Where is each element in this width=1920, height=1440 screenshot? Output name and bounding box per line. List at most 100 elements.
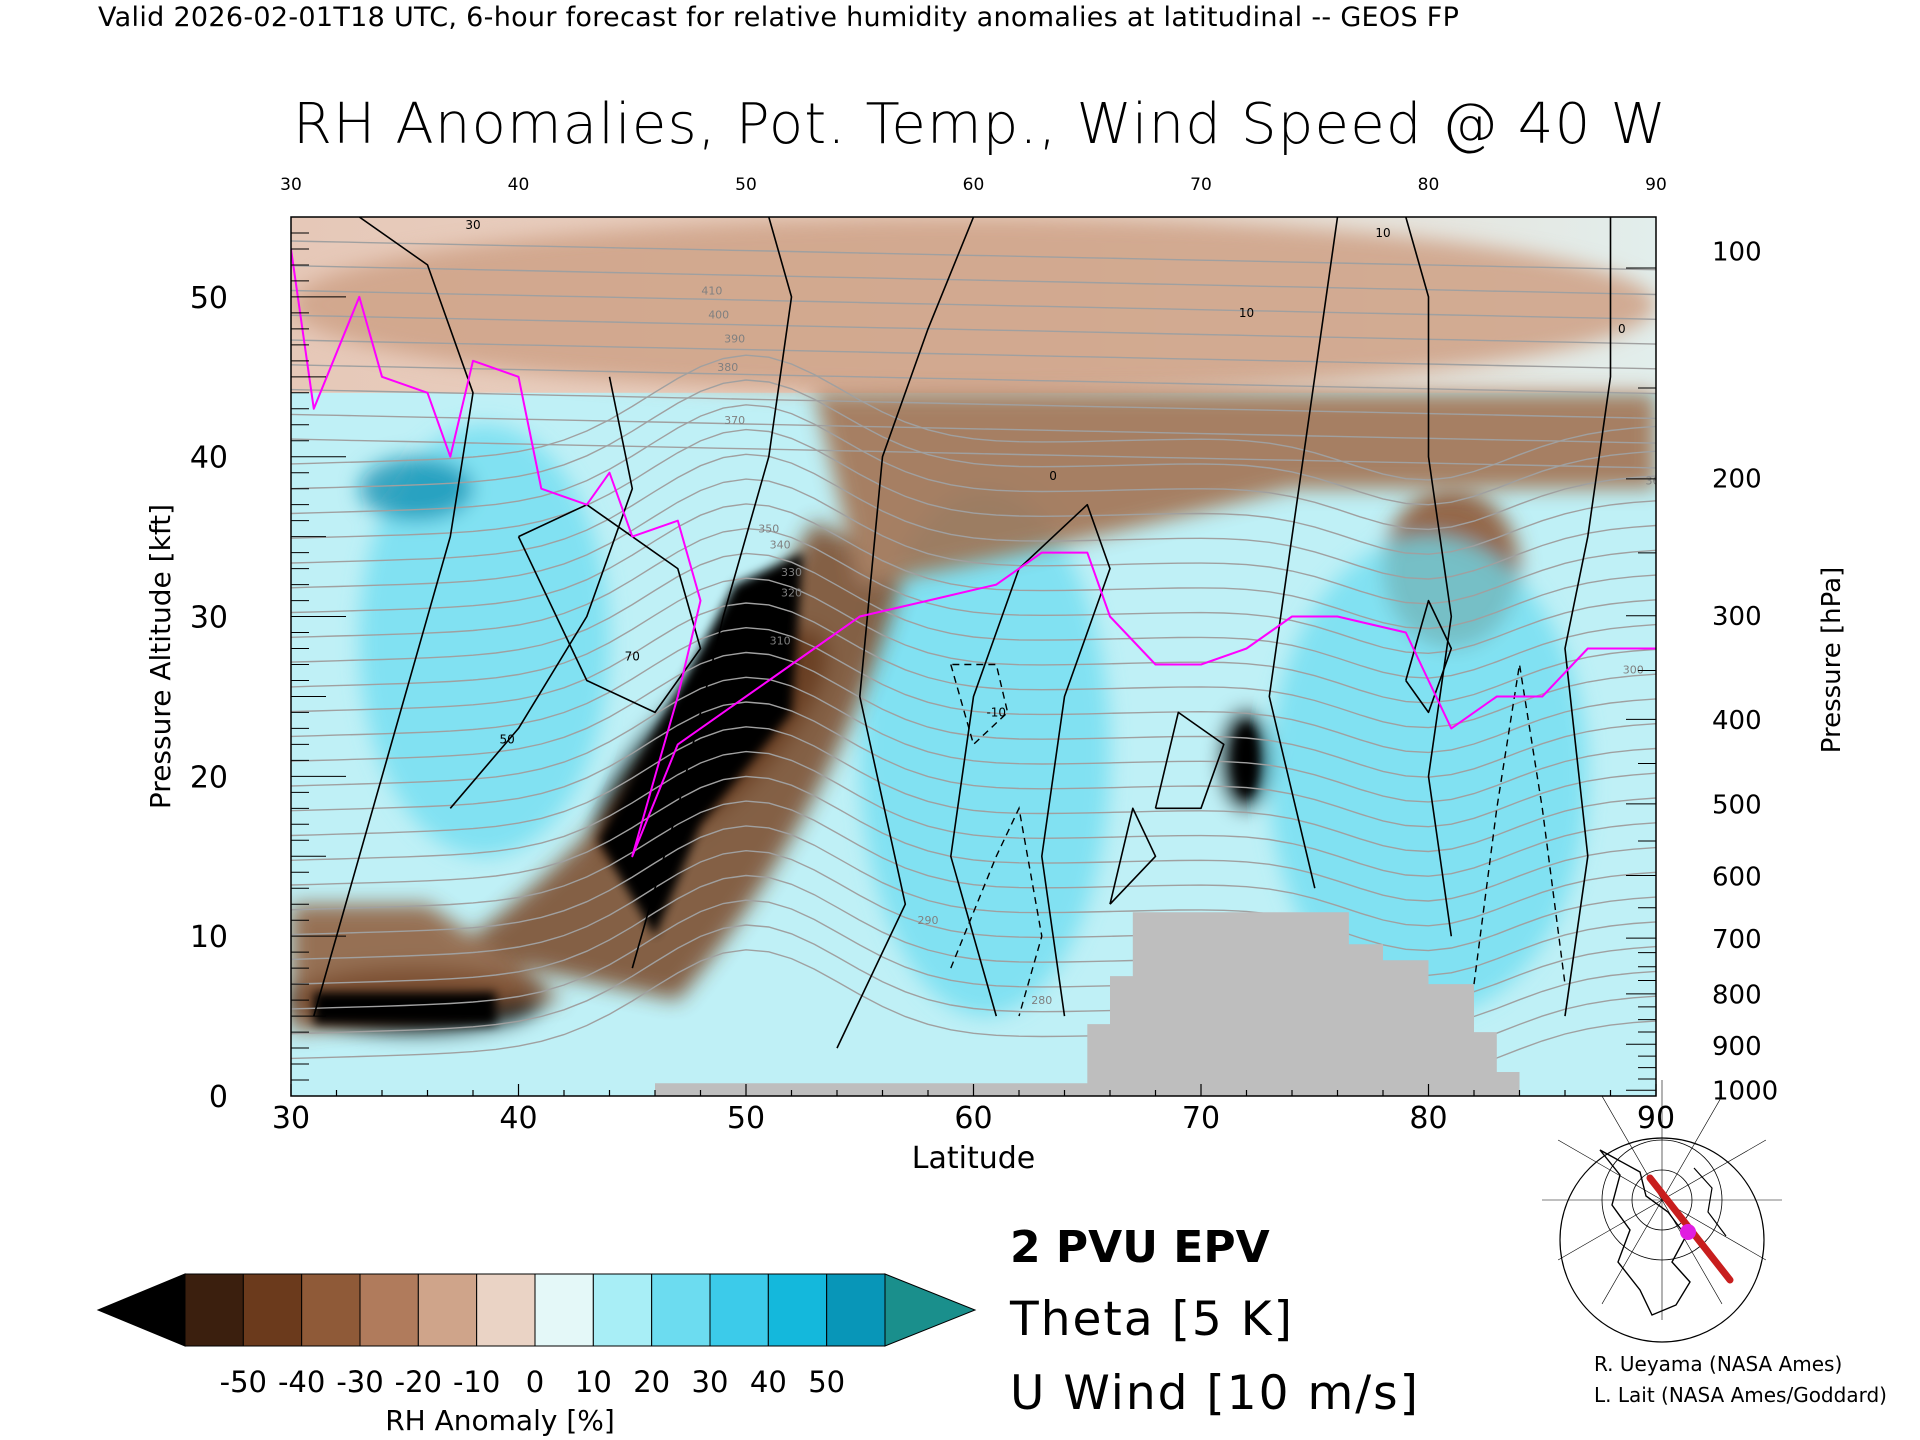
rh-region-6: [859, 488, 1110, 1017]
location-map: [1542, 1080, 1782, 1343]
credit-line-1: R. Ueyama (NASA Ames): [1594, 1352, 1843, 1376]
y2-tick-label-200: 200: [1712, 465, 1762, 495]
colorbar-cell-7: [592, 1273, 653, 1347]
map-meridian-300: [1661, 1095, 1723, 1201]
y2-axis-label: Pressure [hPa]: [1817, 567, 1847, 754]
y2-tick-label-300: 300: [1712, 602, 1762, 632]
x-tick-label-60: 60: [954, 1101, 992, 1136]
epv-line-path: [291, 248, 1656, 858]
colorbar-cell-6: [534, 1273, 594, 1347]
epv-2pvu-contour: [291, 248, 1656, 858]
colorbar-low-arrow: [96, 1273, 186, 1347]
map-location-marker: [1680, 1224, 1696, 1240]
colorbar-cell-4: [417, 1273, 478, 1347]
colorbar-cell-9: [709, 1273, 769, 1347]
u-wind-contour-6: [1268, 217, 1339, 889]
map-meridian-120: [1601, 1199, 1663, 1305]
theta-contour-28: [291, 825, 1656, 952]
y-tick-label-0: 0: [209, 1080, 228, 1115]
theta-contour-17: [291, 552, 1656, 679]
u-wind-contour-0: [313, 217, 474, 1017]
dry-pocket-core: [1234, 724, 1259, 797]
theta-label-300: 300: [1623, 663, 1644, 676]
u-wind-label-10: 10: [1239, 306, 1254, 320]
theta-label-290: 290: [918, 914, 939, 927]
u-wind-label--10: -10: [986, 705, 1006, 719]
theta-contour-12: [291, 428, 1656, 555]
theta-contour-23: [291, 701, 1656, 828]
tropopause-dry-shape: [814, 392, 1656, 585]
theta-contour-1: [291, 265, 1656, 296]
top-x-tick-label-70: 70: [1190, 175, 1212, 195]
chart-title-text: RH Anomalies, Pot. Temp., Wind Speed @ 4…: [292, 92, 1668, 157]
theta-label-280: 280: [1031, 994, 1052, 1007]
y2-tick-label-500: 500: [1712, 791, 1762, 821]
colorbar-tick-30: 30: [692, 1365, 729, 1399]
x-tick-label-80: 80: [1409, 1101, 1447, 1136]
colorbar-label: RH Anomaly [%]: [385, 1404, 615, 1437]
colorbar-cell-11: [826, 1273, 886, 1347]
theta-contour-27: [291, 800, 1656, 927]
colorbar-tick-neg50: -50: [220, 1365, 267, 1399]
theta-contour-15: [291, 503, 1656, 630]
u-wind-contour-8: [1564, 217, 1612, 1017]
map-coastline-east: [1693, 1167, 1727, 1237]
top-x-tick-label-90: 90: [1645, 175, 1667, 195]
map-meridian-150: [1557, 1199, 1663, 1261]
theta-contour-24: [291, 726, 1656, 853]
y-tick-label-10: 10: [190, 920, 228, 955]
y2-tick-label-900: 900: [1712, 1032, 1762, 1062]
rh-region-8: [359, 456, 473, 521]
colorbar-cell-0: [184, 1273, 244, 1347]
theta-label-330: 330: [781, 566, 802, 579]
x-tick-label-30: 30: [272, 1101, 310, 1136]
colorbar-cell-5: [476, 1273, 536, 1347]
y-tick-label-20: 20: [190, 760, 228, 795]
theta-contour-16: [291, 527, 1656, 655]
y-tick-label-40: 40: [190, 441, 228, 476]
y-tick-label-30: 30: [190, 601, 228, 636]
u-wind-label-30: 30: [465, 218, 480, 232]
u-wind-label-10: 10: [1375, 226, 1390, 240]
theta-contour-20: [291, 626, 1656, 754]
theta-label-370: 370: [724, 414, 745, 427]
theta-label-380: 380: [717, 361, 738, 374]
rh-region-5: [359, 424, 610, 857]
x-axis-label: Latitude: [912, 1141, 1035, 1176]
u-wind-contour-1: [449, 376, 634, 809]
colorbar: -50 -40 -30 -20 -10 0 10 20 30 40 50 RH Anomaly [%]: [96, 1273, 977, 1437]
u-wind-label-0: 0: [1618, 322, 1626, 336]
theta-contour-9: [291, 354, 1656, 481]
u-wind-label-50: 50: [499, 733, 514, 747]
colorbar-tick-20: 20: [633, 1365, 670, 1399]
theta-label-340: 340: [770, 539, 791, 552]
colorbar-tick-50: 50: [808, 1365, 845, 1399]
top-x-tick-label-60: 60: [963, 175, 985, 195]
forecast-caption: Valid 2026-02-01T18 UTC, 6-hour forecast…: [98, 2, 1460, 33]
colorbar-cell-10: [767, 1273, 828, 1347]
colorbar-high-arrow: [884, 1273, 977, 1347]
theta-label-310: 310: [770, 635, 791, 648]
map-meridian-330: [1661, 1139, 1767, 1201]
u-wind-contours: 30 50 70 10 0 -10 10 0: [313, 217, 1626, 1049]
rh-anomaly-field: [291, 217, 1656, 1096]
x-tick-label-70: 70: [1182, 1101, 1220, 1136]
theta-contour-25: [291, 750, 1656, 877]
top-x-tick-label-30: 30: [280, 175, 302, 195]
terrain-mask: [655, 912, 1520, 1096]
theta-contour-14: [291, 478, 1656, 605]
y2-tick-label-400: 400: [1712, 706, 1762, 736]
y2-tick-label-100: 100: [1712, 238, 1762, 268]
colorbar-tick-40: 40: [750, 1365, 787, 1399]
chart-title: RH Anomalies, Pot. Temp., Wind Speed @ 4…: [0, 92, 1920, 157]
top-x-tick-label-50: 50: [735, 175, 757, 195]
u-wind-contour-9: [1154, 711, 1225, 810]
y2-tick-label-800: 800: [1712, 981, 1762, 1011]
colorbar-tick-neg10: -10: [453, 1365, 500, 1399]
colorbar-tick-0: 0: [526, 1365, 544, 1399]
colorbar-tick-neg20: -20: [395, 1365, 442, 1399]
u-wind-negative-contour-1: [950, 806, 1043, 1017]
top-x-tick-label-40: 40: [508, 175, 530, 195]
theta-contour-0: [291, 240, 1656, 271]
